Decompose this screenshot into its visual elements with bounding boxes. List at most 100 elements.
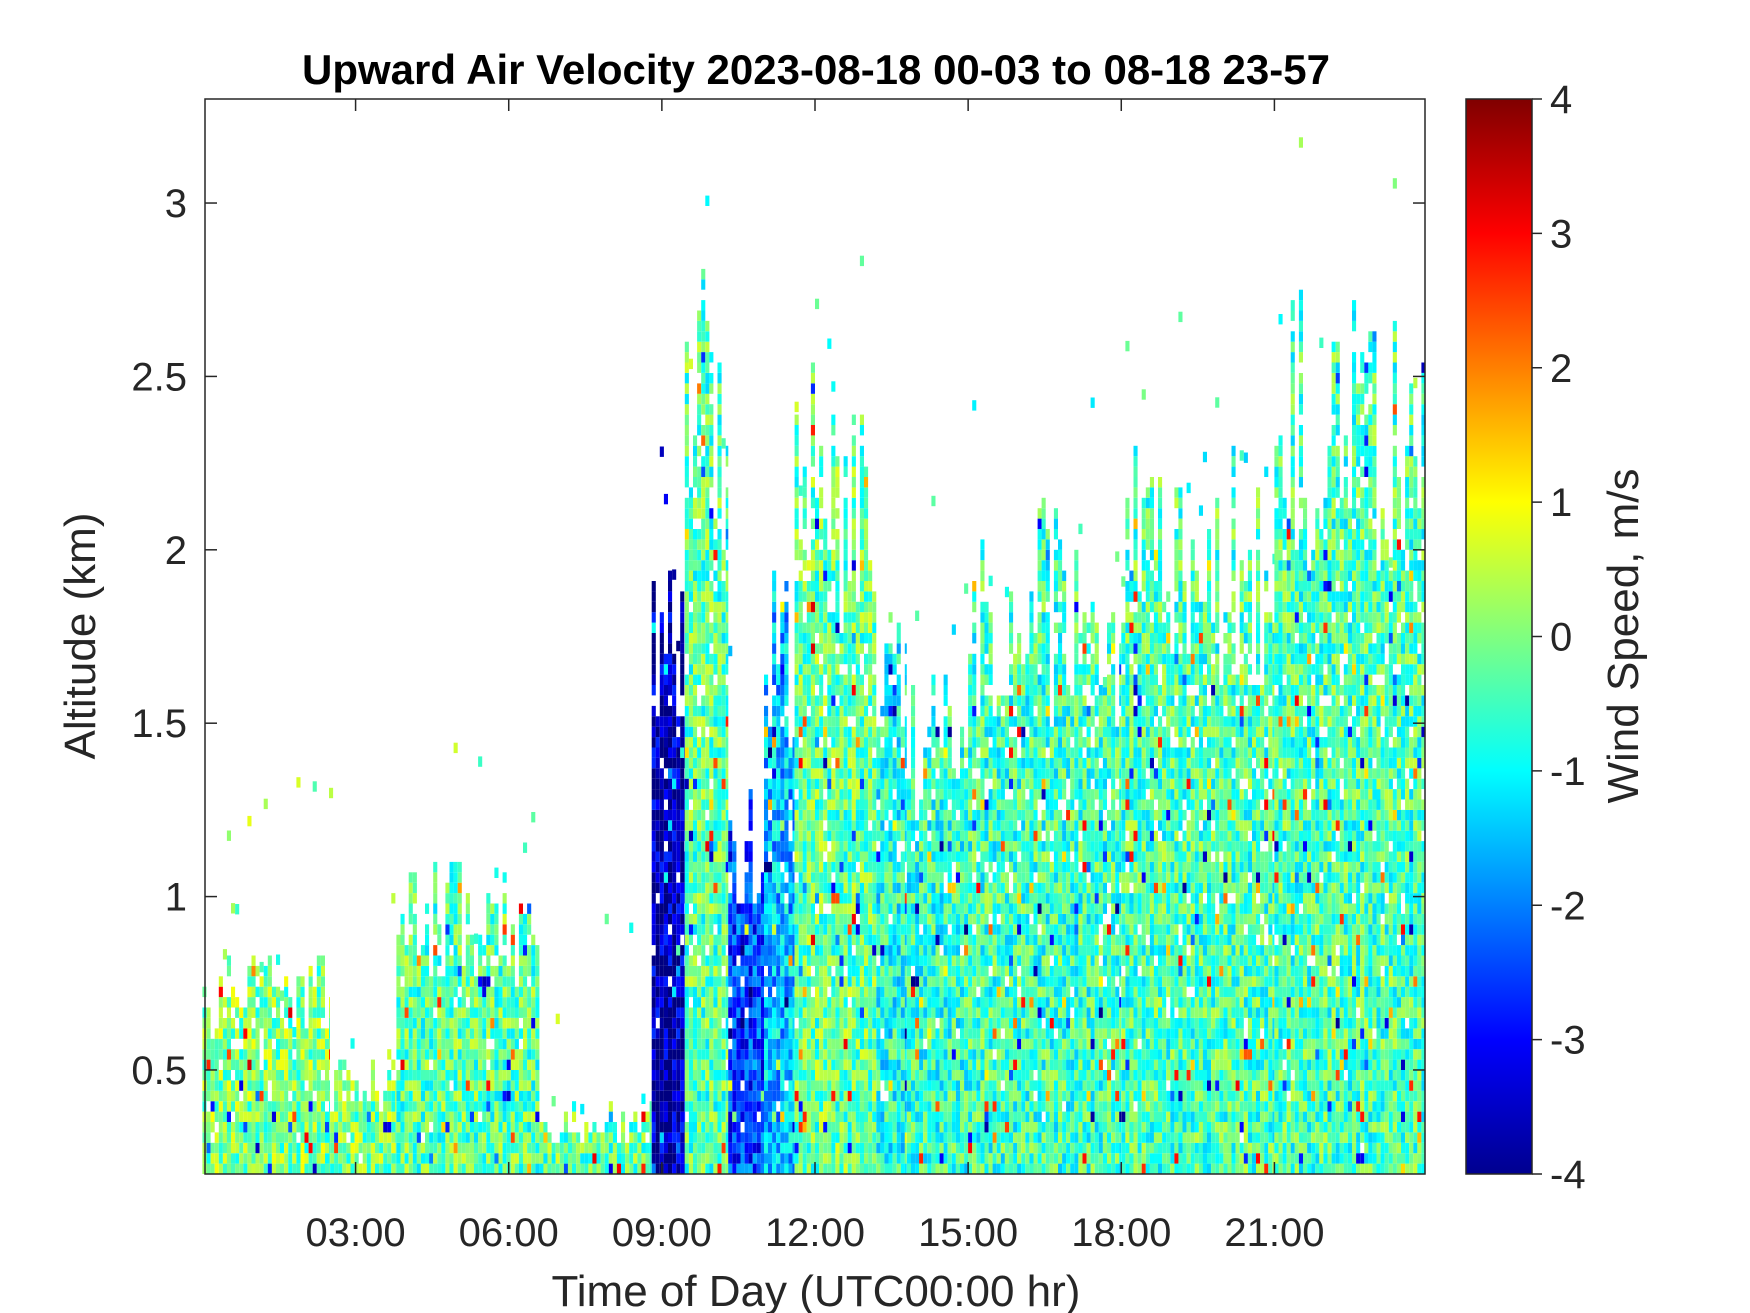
heatmap-cell (768, 872, 773, 883)
heatmap-cell (663, 1142, 668, 1154)
heatmap-cell (668, 1070, 673, 1081)
heatmap-cell (482, 1132, 487, 1143)
heatmap-cell (510, 1049, 515, 1060)
heatmap-cell (412, 1028, 417, 1039)
heatmap-cell (709, 1132, 714, 1143)
heatmap-cell (831, 893, 836, 904)
heatmap-cell (651, 664, 656, 675)
heatmap-cell (839, 893, 844, 904)
heatmap-cell (676, 997, 681, 1008)
heatmap-cell (425, 976, 430, 987)
heatmap-cell (518, 903, 523, 914)
heatmap-cell (823, 809, 828, 821)
heatmap-cell (792, 1059, 795, 1070)
heatmap-cell (810, 1080, 815, 1091)
heatmap-cell (284, 1059, 289, 1070)
heatmap-cell (433, 1038, 438, 1050)
heatmap-cell (835, 685, 840, 696)
heatmap-cell (831, 789, 836, 800)
heatmap-cell (408, 1070, 413, 1081)
heatmap-cell (776, 913, 781, 925)
heatmap-cell (300, 1132, 305, 1143)
heatmap-cell (445, 934, 450, 946)
heatmap-cell (784, 799, 789, 810)
heatmap-cell (510, 1018, 515, 1029)
heatmap-cell (819, 1049, 824, 1060)
heatmap-cell (701, 487, 706, 498)
heatmap-cell (732, 1080, 737, 1091)
heatmap-cell (684, 809, 689, 821)
heatmap-cell (831, 633, 836, 644)
heatmap-cell (709, 445, 714, 457)
heatmap-cell (810, 872, 815, 883)
heatmap-cell (420, 945, 425, 956)
heatmap-cell (721, 903, 726, 914)
heatmap-cell (806, 601, 811, 613)
heatmap-cell (705, 882, 710, 894)
heatmap-cell (651, 1101, 656, 1112)
heatmap-cell (728, 1132, 733, 1143)
heatmap-cell (693, 560, 698, 571)
heatmap-cell (408, 965, 413, 977)
heatmap-cell (465, 1080, 470, 1091)
heatmap-cell (572, 1111, 577, 1122)
heatmap-cell (709, 945, 714, 956)
heatmap-cell (304, 1142, 309, 1154)
heatmap-cell (400, 1028, 405, 1039)
heatmap-cell (672, 1111, 677, 1122)
heatmap-cell (655, 716, 660, 727)
heatmap-cell (827, 809, 832, 821)
heatmap-cell (453, 742, 458, 754)
heatmap-cell (429, 1018, 434, 1029)
heatmap-cell (531, 1038, 536, 1050)
heatmap-cell (684, 414, 689, 425)
heatmap-cell (231, 1142, 236, 1154)
heatmap-cell (776, 1038, 781, 1050)
heatmap-cell (461, 1059, 466, 1070)
heatmap-cell (604, 1163, 609, 1174)
heatmap-cell (684, 726, 689, 738)
heatmap-cell (680, 1111, 685, 1122)
heatmap-cell (697, 997, 702, 1008)
heatmap-cell (851, 529, 856, 540)
heatmap-cell (701, 986, 706, 998)
heatmap-cell (736, 945, 741, 956)
heatmap-cell (717, 695, 722, 706)
heatmap-cell (713, 882, 718, 894)
heatmap-cell (736, 997, 741, 1008)
heatmap-cell (851, 737, 856, 748)
heatmap-cell (693, 1153, 698, 1164)
heatmap-cell (498, 1090, 503, 1102)
heatmap-cell (810, 820, 815, 831)
heatmap-cell (764, 976, 769, 987)
heatmap-cell (876, 830, 881, 842)
heatmap-cell (802, 591, 807, 602)
heatmap-cell (684, 820, 689, 831)
heatmap-cell (408, 1049, 413, 1060)
heatmap-cell (740, 1007, 745, 1018)
heatmap-cell (693, 913, 698, 925)
heatmap-cell (523, 945, 528, 956)
heatmap-cell (684, 362, 689, 373)
heatmap-cell (563, 1142, 568, 1154)
heatmap-cell (843, 976, 848, 987)
heatmap-cell (728, 1090, 733, 1102)
heatmap-cell (425, 1080, 430, 1091)
heatmap-cell (827, 1018, 832, 1029)
heatmap-cell (705, 549, 710, 561)
heatmap-cell (705, 716, 710, 727)
heatmap-cell (721, 893, 726, 904)
heatmap-cell (810, 934, 815, 946)
heatmap-cell (243, 1038, 248, 1050)
heatmap-cell (831, 456, 836, 467)
heatmap-cell (709, 529, 714, 540)
heatmap-cell (416, 1163, 421, 1174)
heatmap-cell (721, 955, 726, 966)
heatmap-cell (672, 789, 677, 800)
heatmap-cell (855, 1153, 860, 1164)
heatmap-cell (449, 924, 454, 935)
heatmap-cell (641, 1122, 646, 1133)
heatmap-cell (721, 643, 726, 654)
heatmap-cell (701, 809, 706, 821)
heatmap-cell (768, 986, 773, 998)
